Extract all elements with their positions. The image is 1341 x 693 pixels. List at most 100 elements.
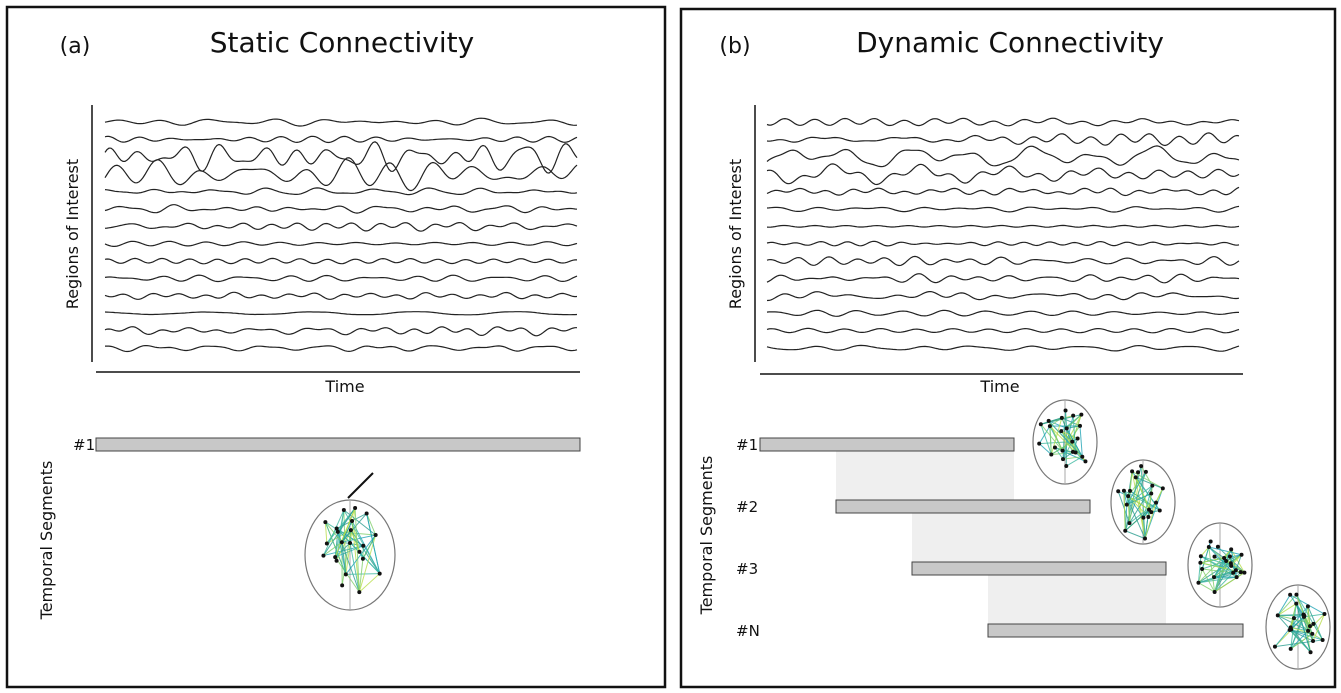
node — [1146, 515, 1150, 519]
signal-trace — [767, 133, 1239, 146]
node — [1322, 612, 1326, 616]
signal-trace — [767, 328, 1239, 332]
node — [357, 590, 361, 594]
signal-trace — [105, 346, 577, 352]
node — [1059, 429, 1063, 433]
node — [1288, 593, 1292, 597]
node — [1136, 470, 1140, 474]
node — [1224, 559, 1228, 563]
node — [353, 506, 357, 510]
node — [1047, 419, 1051, 423]
node — [1144, 470, 1148, 474]
node — [1213, 555, 1217, 559]
segment-bar — [836, 500, 1090, 513]
signal-trace — [105, 188, 577, 195]
node — [1125, 503, 1129, 507]
node — [335, 559, 339, 563]
node — [1039, 422, 1043, 426]
signal-trace — [767, 187, 1239, 195]
segments-label: Temporal Segments — [697, 456, 716, 616]
segments-label: Temporal Segments — [37, 461, 56, 621]
segment-bar — [760, 438, 1014, 451]
signal-trace — [105, 136, 577, 142]
segment-bar — [912, 562, 1166, 575]
node — [1161, 486, 1165, 490]
node — [1116, 489, 1120, 493]
signal-trace — [767, 164, 1239, 185]
node — [1126, 494, 1130, 498]
node — [1198, 561, 1202, 565]
signal-trace — [105, 223, 577, 232]
panel-title: Dynamic Connectivity — [856, 26, 1164, 59]
signal-trace — [767, 274, 1239, 283]
node — [374, 533, 378, 537]
node — [1321, 638, 1325, 642]
node — [1070, 440, 1074, 444]
node — [1213, 590, 1217, 594]
node — [1292, 616, 1296, 620]
node — [361, 557, 365, 561]
node — [1235, 575, 1239, 579]
node — [1134, 475, 1138, 479]
pointer — [348, 473, 373, 498]
segment-bar — [988, 624, 1243, 637]
node — [1306, 604, 1310, 608]
signal-trace — [767, 292, 1239, 301]
segment-label: #N — [736, 622, 760, 640]
node — [1064, 409, 1068, 413]
node — [1196, 581, 1200, 585]
node — [350, 519, 354, 523]
node — [1065, 426, 1069, 430]
node — [1060, 416, 1064, 420]
node — [1053, 445, 1057, 449]
node — [1200, 567, 1204, 571]
segment-label: #1 — [736, 436, 758, 454]
node — [1276, 613, 1280, 617]
x-axis-label: Time — [979, 377, 1019, 396]
panel-title: Static Connectivity — [210, 26, 474, 59]
node — [1149, 510, 1153, 514]
node — [1139, 464, 1143, 468]
node — [357, 550, 361, 554]
node — [1071, 414, 1075, 418]
segment-bar — [96, 438, 580, 451]
node — [1209, 540, 1213, 544]
node — [349, 528, 353, 532]
signal-trace — [105, 312, 577, 315]
segment-label: #2 — [736, 498, 758, 516]
node — [1128, 489, 1132, 493]
node — [1229, 564, 1233, 568]
node — [1199, 554, 1203, 558]
node — [1240, 553, 1244, 557]
node — [1294, 593, 1298, 597]
node — [1079, 413, 1083, 417]
node — [1049, 452, 1053, 456]
node — [378, 572, 382, 576]
node — [1149, 491, 1153, 495]
node — [1061, 449, 1065, 453]
node — [1154, 501, 1158, 505]
node — [1216, 545, 1220, 549]
node — [1308, 624, 1312, 628]
node — [1242, 571, 1246, 575]
signal-trace — [767, 206, 1239, 212]
signal-trace — [105, 158, 577, 191]
node — [1311, 639, 1315, 643]
node — [361, 544, 365, 548]
node — [365, 511, 369, 515]
signal-trace — [767, 146, 1239, 167]
node — [340, 583, 344, 587]
node — [1207, 545, 1211, 549]
node — [1150, 484, 1154, 488]
node — [1158, 508, 1162, 512]
signal-trace — [105, 327, 577, 336]
segment-label: #1 — [73, 436, 95, 454]
node — [344, 572, 348, 576]
node — [1141, 516, 1145, 520]
node — [1289, 625, 1293, 629]
node — [348, 541, 352, 545]
panel-label: (a) — [60, 34, 91, 59]
node — [336, 530, 340, 534]
node — [1037, 442, 1041, 446]
node — [1080, 455, 1084, 459]
